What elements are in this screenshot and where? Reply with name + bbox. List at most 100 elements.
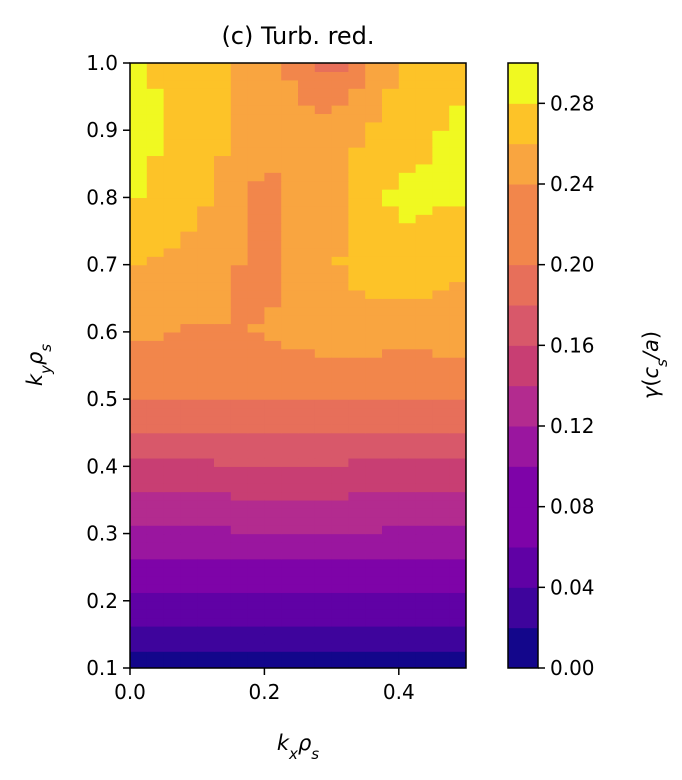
contour-cell bbox=[415, 340, 433, 350]
contour-cell bbox=[449, 424, 466, 434]
contour-cell bbox=[281, 424, 299, 434]
contour-cell bbox=[163, 399, 181, 409]
contour-cell bbox=[415, 483, 433, 493]
contour-cell bbox=[331, 88, 349, 98]
contour-cell bbox=[180, 558, 198, 568]
contour-cell bbox=[348, 340, 366, 350]
contour-cell bbox=[180, 340, 198, 350]
contour-cell bbox=[331, 264, 349, 274]
contour-cell bbox=[331, 457, 349, 467]
contour-cell bbox=[264, 289, 282, 299]
contour-cell bbox=[449, 541, 466, 551]
contour-cell bbox=[180, 651, 198, 661]
contour-cell bbox=[415, 214, 433, 224]
contour-cell bbox=[398, 281, 417, 291]
contour-cell bbox=[382, 457, 400, 467]
contour-cell bbox=[214, 424, 232, 434]
contour-cell bbox=[365, 222, 383, 232]
contour-cell bbox=[348, 617, 366, 627]
contour-cell bbox=[331, 113, 349, 123]
contour-cell bbox=[247, 659, 265, 668]
colorbar-band bbox=[508, 506, 538, 548]
contour-cell bbox=[314, 499, 333, 509]
contour-cell bbox=[197, 121, 215, 131]
contour-cell bbox=[163, 88, 181, 98]
contour-cell bbox=[247, 407, 265, 417]
contour-cell bbox=[382, 214, 400, 224]
contour-cell bbox=[398, 600, 417, 610]
contour-cell bbox=[281, 121, 299, 131]
contour-cell bbox=[382, 567, 400, 577]
contour-cell bbox=[365, 634, 383, 644]
contour-cell bbox=[314, 189, 333, 199]
contour-cell bbox=[146, 348, 165, 358]
contour-cell bbox=[415, 634, 433, 644]
contour-cell bbox=[146, 231, 165, 241]
contour-cell bbox=[264, 130, 282, 140]
contour-cell bbox=[348, 71, 366, 81]
contour-cell bbox=[348, 222, 366, 232]
contour-cell bbox=[130, 659, 148, 668]
contour-cell bbox=[163, 634, 181, 644]
contour-cell bbox=[449, 264, 466, 274]
contour-cell bbox=[281, 256, 299, 266]
contour-cell bbox=[331, 289, 349, 299]
contour-cell bbox=[214, 155, 232, 165]
contour-cell bbox=[314, 163, 333, 173]
contour-cell bbox=[230, 113, 249, 123]
contour-cell bbox=[163, 281, 181, 291]
contour-cell bbox=[163, 113, 181, 123]
contour-cell bbox=[449, 163, 466, 173]
colorbar-band bbox=[508, 184, 538, 225]
contour-cell bbox=[432, 583, 450, 593]
contour-cell bbox=[281, 600, 299, 610]
contour-cell bbox=[348, 390, 366, 400]
contour-cell bbox=[264, 642, 282, 652]
contour-cell bbox=[247, 642, 265, 652]
contour-cell bbox=[449, 214, 466, 224]
contour-cell bbox=[264, 382, 282, 392]
contour-cell bbox=[197, 583, 215, 593]
contour-cell bbox=[331, 642, 349, 652]
contour-cell bbox=[214, 214, 232, 224]
contour-cell bbox=[298, 483, 316, 493]
contour-cell bbox=[331, 306, 349, 316]
contour-cell bbox=[264, 172, 282, 182]
contour-cell bbox=[331, 575, 349, 585]
contour-cell bbox=[365, 550, 383, 560]
contour-cell bbox=[281, 281, 299, 291]
contour-cell bbox=[449, 121, 466, 131]
contour-cell bbox=[331, 180, 349, 190]
contour-cell bbox=[382, 382, 400, 392]
contour-cell bbox=[163, 331, 181, 341]
contour-cell bbox=[281, 79, 299, 89]
contour-cell bbox=[130, 147, 148, 157]
contour-cell bbox=[298, 88, 316, 98]
contour-cell bbox=[398, 491, 417, 501]
contour-cell bbox=[180, 457, 198, 467]
contour-cell bbox=[398, 180, 417, 190]
contour-cell bbox=[365, 499, 383, 509]
contour-cell bbox=[163, 306, 181, 316]
contour-cell bbox=[264, 256, 282, 266]
contour-cell bbox=[197, 239, 215, 249]
contour-cell bbox=[230, 533, 249, 543]
contour-cell bbox=[331, 651, 349, 661]
contour-cell bbox=[163, 474, 181, 484]
contour-cell bbox=[247, 96, 265, 106]
contour-cell bbox=[348, 289, 366, 299]
contour-cell bbox=[331, 525, 349, 535]
contour-cell bbox=[163, 172, 181, 182]
contour-cell bbox=[314, 348, 333, 358]
contour-cell bbox=[214, 642, 232, 652]
contour-cell bbox=[180, 424, 198, 434]
contour-cell bbox=[214, 340, 232, 350]
contour-cell bbox=[365, 214, 383, 224]
contour-cell bbox=[214, 63, 232, 72]
contour-cell bbox=[415, 550, 433, 560]
contour-cell bbox=[382, 88, 400, 98]
contour-cell bbox=[365, 180, 383, 190]
contour-cell bbox=[298, 642, 316, 652]
contour-cell bbox=[415, 592, 433, 602]
contour-cell bbox=[130, 239, 148, 249]
